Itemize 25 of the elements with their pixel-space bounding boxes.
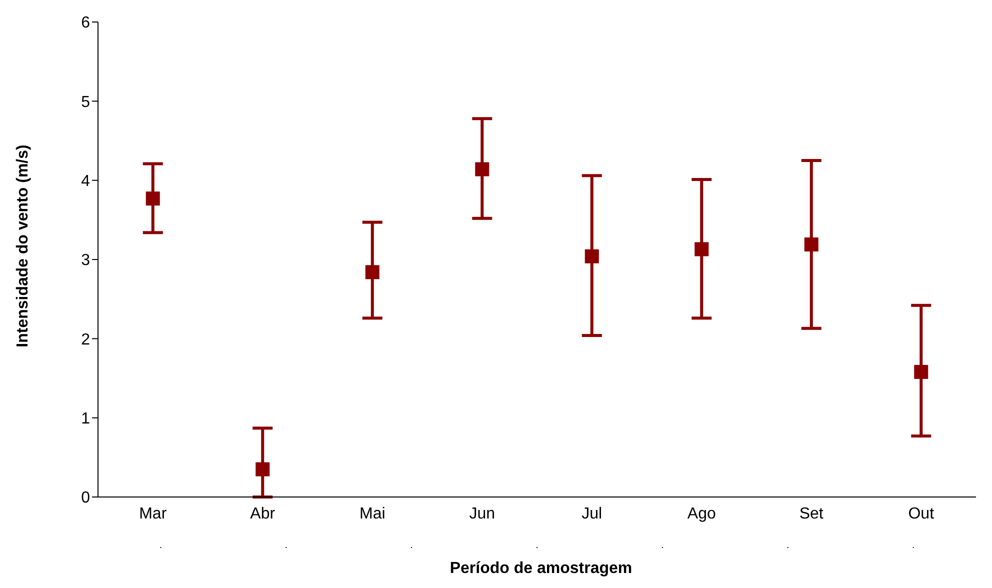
x-tick-label: Abr [250,505,276,522]
x-tick-label: Jul [582,505,602,522]
y-tick-label: 5 [81,94,90,111]
point [256,462,270,476]
x-tick-label: Out [908,505,935,522]
y-tick-label: 3 [81,252,90,270]
point [146,192,160,206]
x-tick-label: Ago [687,505,716,522]
point [365,265,380,280]
y-tick-label: 1 [81,410,90,428]
point [914,364,928,379]
x-axis-title: Período de amostragem [448,560,634,578]
y-tick-label: 0 [81,490,90,507]
point [475,162,490,176]
x-tick-label: Set [799,505,824,522]
y-axis-title: Intensidade do vento (m/s) [14,144,32,348]
x-tick-label: Mar [139,505,168,522]
x-tick-label: Mai [359,505,386,522]
point [804,237,818,252]
y-tick-label: 6 [81,14,90,32]
point [584,249,599,264]
y-tick-label: 2 [81,331,90,348]
y-tick-label: 4 [81,173,90,190]
x-tick-label: Jun [469,505,496,522]
point [694,242,709,256]
